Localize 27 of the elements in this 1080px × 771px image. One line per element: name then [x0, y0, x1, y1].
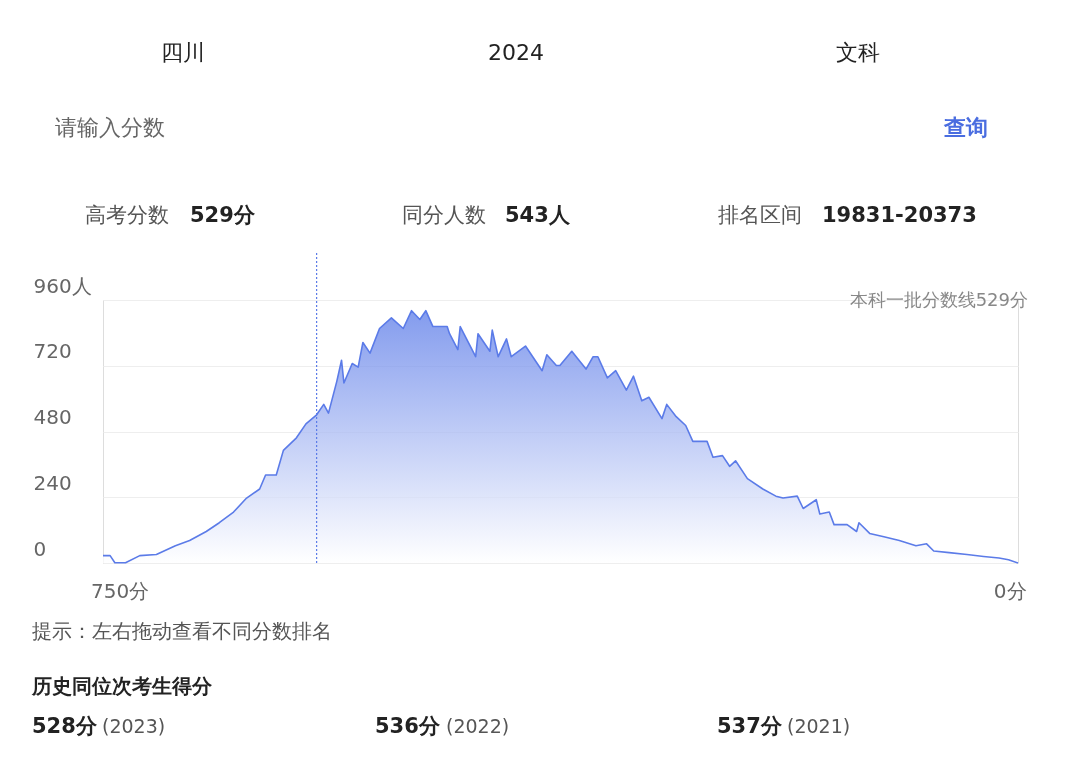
text: 高考分数: [85, 203, 169, 227]
text: 历史同位次考生得分: [31, 674, 213, 698]
text: 543人: [505, 203, 571, 227]
text: 四川: [161, 40, 205, 65]
y-tick-label: 720: [33, 339, 72, 364]
annotation: 本科一批分数线529分: [849, 289, 1028, 310]
text: 文科: [836, 40, 880, 65]
text: 同分人数: [402, 203, 486, 227]
y-tick-label: 240: [33, 470, 72, 495]
text: (2023): [102, 715, 166, 737]
text: 请输入分数: [55, 115, 165, 140]
y-tick-label: 960人: [33, 273, 92, 298]
text: 19831-20373: [822, 203, 977, 227]
text: 529分: [190, 203, 256, 227]
text: 536分: [375, 714, 441, 738]
text: 排名区间: [718, 203, 802, 227]
text: 2024: [488, 40, 544, 65]
text: (2021): [787, 715, 851, 737]
y-tick-label: 480: [33, 405, 72, 429]
x-tick-label: 0分: [993, 578, 1027, 603]
text: (2022): [446, 715, 510, 737]
y-tick-label: 0: [33, 536, 47, 561]
text: 537分: [717, 714, 783, 738]
x-tick-label: 750分: [91, 578, 150, 603]
text: 528分: [32, 714, 98, 738]
text: 提示：左右拖动查看不同分数排名: [32, 619, 332, 643]
text: 查询: [943, 115, 988, 140]
